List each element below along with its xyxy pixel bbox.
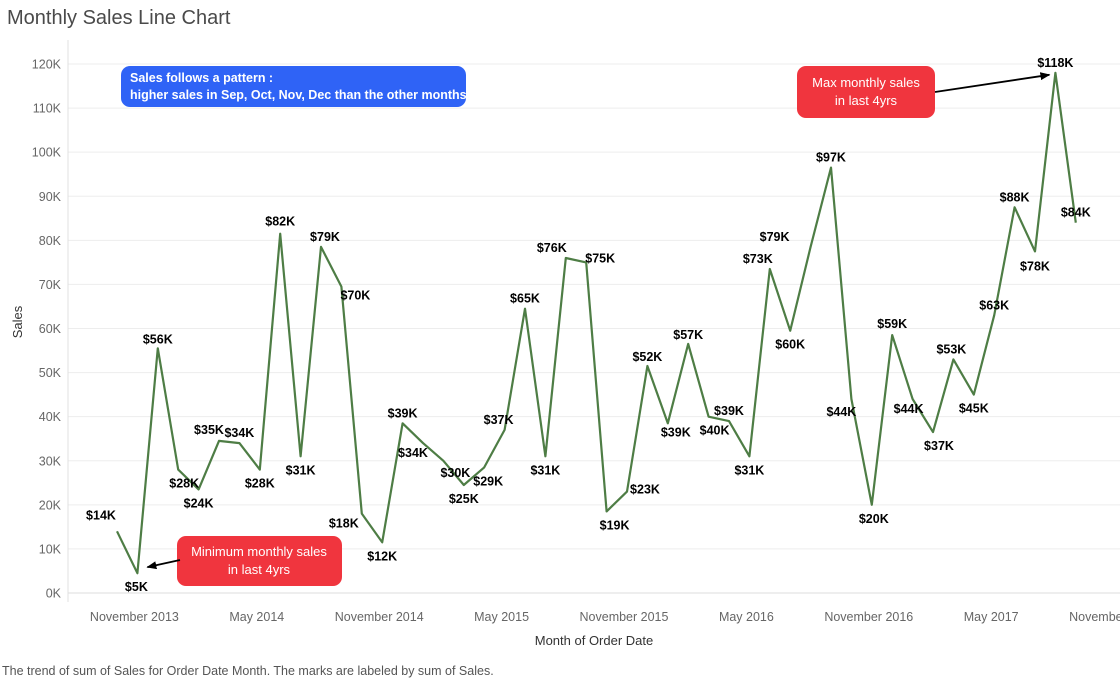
data-label: $25K [449, 492, 479, 506]
pattern-annotation-box [121, 66, 466, 107]
data-label: $75K [585, 251, 615, 265]
x-tick-label: November 2015 [580, 610, 669, 624]
y-tick-label: 20K [39, 498, 62, 512]
y-tick-label: 50K [39, 366, 62, 380]
data-label: $31K [530, 463, 560, 477]
data-label: $19K [600, 518, 630, 532]
data-label: $56K [143, 332, 173, 346]
annotation-text: Sales follows a pattern : [130, 71, 273, 85]
data-label: $20K [859, 512, 889, 526]
y-tick-label: 110K [33, 102, 62, 116]
data-label: $40K [700, 424, 730, 438]
y-tick-label: 0K [46, 587, 62, 601]
y-tick-label: 80K [39, 234, 62, 248]
data-label: $73K [743, 252, 773, 266]
data-label: $118K [1037, 56, 1073, 70]
data-label: $24K [184, 496, 214, 510]
annotation-text: in last 4yrs [228, 562, 291, 577]
data-label: $37K [484, 413, 514, 427]
data-label: $79K [760, 230, 790, 244]
data-label: $18K [329, 517, 359, 531]
data-label: $34K [224, 426, 254, 440]
x-tick-label: November 2017 [1069, 610, 1120, 624]
data-label: $28K [245, 477, 275, 491]
data-label: $76K [537, 241, 567, 255]
max-sales-annotation-box [797, 66, 935, 118]
axes: 0K 10K 20K 30K 40K 50K 60K 70K 80K 90K 100K 110K 120… [10, 40, 1120, 648]
data-label: $28K [169, 477, 199, 491]
annotation-text: Max monthly sales [812, 75, 920, 90]
data-label: $39K [388, 406, 418, 420]
x-tick-label: May 2017 [964, 610, 1019, 624]
data-label: $37K [924, 439, 954, 453]
chart-title: Monthly Sales Line Chart [7, 7, 231, 29]
data-label: $35K [194, 423, 224, 437]
min-arrow [146, 559, 181, 570]
max-arrow [934, 72, 1051, 93]
y-tick-label: 60K [39, 322, 62, 336]
y-tick-label: 30K [39, 454, 62, 468]
x-tick-label: May 2016 [719, 610, 774, 624]
min-sales-annotation-box [177, 536, 342, 586]
y-tick-label: 90K [39, 190, 62, 204]
data-label: $12K [367, 549, 397, 563]
data-label: $70K [340, 289, 370, 303]
x-tick-label: November 2016 [824, 610, 913, 624]
annotations: Sales follows a pattern : higher sales in… [121, 66, 1051, 586]
series-line [116, 71, 1077, 575]
data-label: $39K [661, 425, 691, 439]
data-label: $31K [734, 463, 764, 477]
data-label: $53K [936, 342, 966, 356]
x-tick-label: November 2013 [90, 610, 179, 624]
annotation-text: higher sales in Sep, Oct, Nov, Dec than … [130, 88, 467, 102]
x-tick-label: November 2014 [335, 610, 424, 624]
gridlines [68, 63, 1120, 594]
data-label: $31K [286, 463, 316, 477]
y-tick-label: 40K [39, 410, 62, 424]
x-tick-label: May 2014 [229, 610, 284, 624]
y-tick-label: 10K [39, 542, 62, 556]
x-axis-title: Month of Order Date [535, 633, 654, 648]
data-labels: $14K$5K$56K$28K$24K$35K $34K$28K$82K$31K$… [86, 56, 1091, 594]
data-label: $44K [894, 402, 924, 416]
data-label: $57K [673, 328, 703, 342]
data-label: $14K [86, 508, 116, 522]
data-label: $88K [1000, 190, 1030, 204]
data-label: $45K [959, 402, 989, 416]
y-tick-label: 100K [32, 146, 62, 160]
data-label: $78K [1020, 259, 1050, 273]
annotation-text: in last 4yrs [835, 93, 898, 108]
data-label: $84K [1061, 206, 1091, 220]
x-tick-label: May 2015 [474, 610, 529, 624]
data-label: $52K [632, 350, 662, 364]
data-label: $29K [473, 474, 503, 488]
data-label: $23K [630, 483, 660, 497]
data-label: $39K [714, 404, 744, 418]
data-label: $65K [510, 292, 540, 306]
data-label: $60K [775, 338, 805, 352]
annotation-text: Minimum monthly sales [191, 544, 327, 559]
chart-footnote: The trend of sum of Sales for Order Date… [2, 664, 494, 678]
data-label: $44K [826, 405, 856, 419]
sales-line [116, 71, 1077, 575]
data-label: $97K [816, 151, 846, 165]
y-axis-title: Sales [10, 305, 25, 338]
data-label: $30K [440, 466, 470, 480]
y-tick-label: 70K [39, 278, 62, 292]
data-label: $82K [265, 215, 295, 229]
data-label: $63K [979, 298, 1009, 312]
data-label: $5K [125, 580, 148, 594]
data-label: $79K [310, 230, 340, 244]
data-label: $34K [398, 446, 428, 460]
data-label: $59K [877, 317, 907, 331]
y-tick-label: 120K [32, 58, 62, 72]
